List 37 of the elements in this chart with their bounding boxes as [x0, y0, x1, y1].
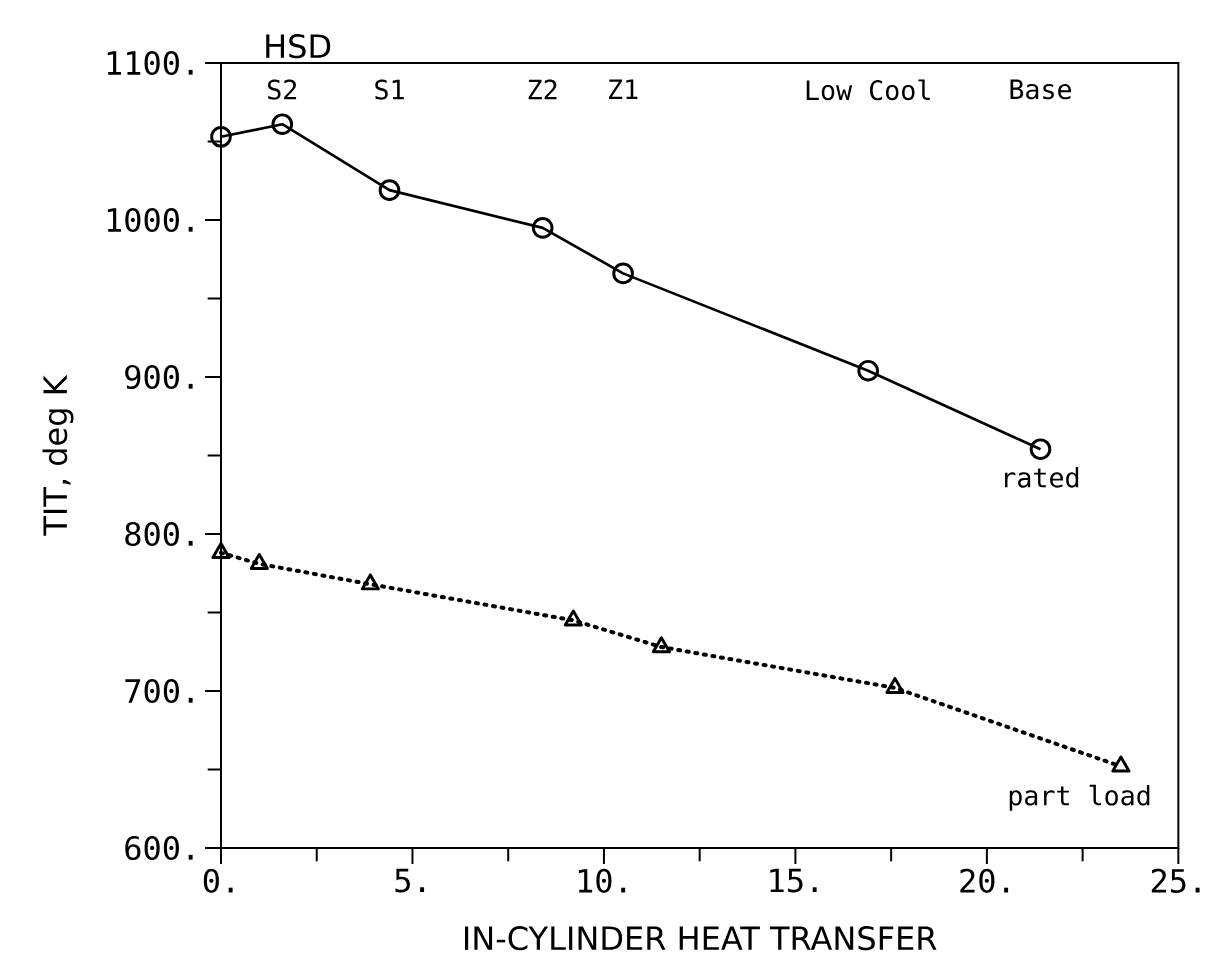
x-tick-label: 15.: [770, 868, 817, 893]
annotation: S1: [375, 79, 404, 100]
series-label: rated: [1005, 466, 1079, 488]
y-tick-label: 900.: [125, 364, 193, 390]
point: [271, 113, 294, 136]
x-tick-label: 25.: [1151, 868, 1200, 893]
series-label: part load: [1009, 784, 1150, 811]
annotation: Base: [1010, 79, 1072, 100]
y-axis-title: TIT, deg K: [42, 374, 74, 536]
y-tick-label: 1100.: [107, 50, 193, 76]
point: [249, 553, 269, 570]
x-tick-label: 10.: [578, 868, 626, 893]
point: [1029, 438, 1052, 461]
point: [211, 542, 231, 559]
point: [885, 677, 905, 694]
x-tick-label: 5.: [395, 868, 425, 893]
x-axis-title: IN-CYLINDER HEAT TRANSFER: [465, 926, 937, 951]
annotation: Low Cool: [806, 79, 930, 101]
point: [651, 636, 671, 654]
y-tick-label: 1000.: [107, 207, 193, 233]
y-tick-label: 800.: [125, 521, 193, 547]
point: [563, 609, 583, 627]
point: [378, 179, 401, 201]
annotation: Z1: [609, 79, 638, 99]
y-tick-label: 700.: [125, 678, 193, 704]
chart-title: HSD: [266, 34, 331, 59]
annotation: Z2: [528, 79, 557, 100]
y-tick-label: 600.: [125, 835, 193, 861]
point: [857, 359, 879, 382]
point: [612, 262, 634, 285]
x-tick-label: 0.: [203, 868, 233, 893]
annotation: S2: [268, 79, 297, 100]
point: [210, 125, 232, 148]
point: [1111, 755, 1131, 773]
x-tick-label: 20.: [960, 868, 1009, 893]
point: [531, 217, 554, 239]
point: [360, 573, 380, 591]
